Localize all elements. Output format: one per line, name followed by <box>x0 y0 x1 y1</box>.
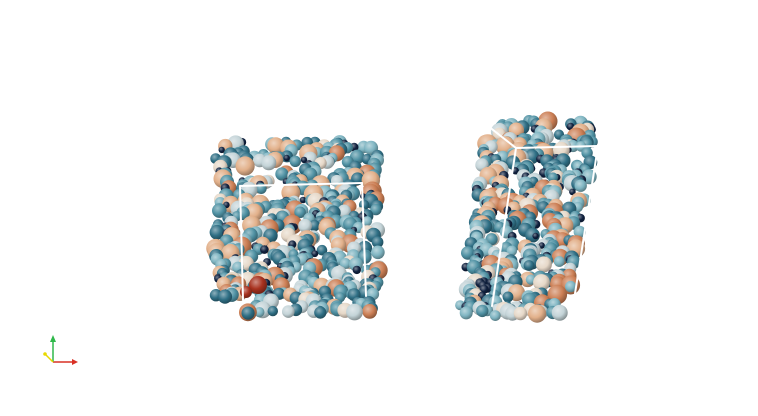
box-edge <box>487 125 517 149</box>
cube-sphere <box>289 155 301 167</box>
cube-sphere <box>362 304 378 319</box>
cube-sphere <box>235 156 255 176</box>
box-edge <box>491 147 517 307</box>
cube-sphere <box>316 244 328 256</box>
cube-sphere <box>371 236 384 248</box>
cylinder-sphere <box>569 188 576 196</box>
bounding-box-outline-left <box>239 182 367 301</box>
particle-packing-cube <box>206 135 388 322</box>
cylinder-sphere <box>535 256 552 273</box>
cylinder-sphere <box>532 232 539 240</box>
y-axis-arrowhead <box>50 335 56 342</box>
cube-sphere <box>212 203 227 218</box>
cube-sphere <box>346 303 363 321</box>
orientation-axes-widget <box>43 335 78 365</box>
cylinder-sphere <box>528 304 547 323</box>
cube-sphere <box>314 306 327 319</box>
cube-sphere <box>294 206 306 219</box>
cube-sphere <box>267 137 285 155</box>
cube-sphere <box>283 154 290 162</box>
box-edge <box>239 185 244 301</box>
cube-sphere <box>241 306 255 320</box>
cube-sphere <box>261 155 277 171</box>
cylinder-sphere <box>506 245 518 257</box>
cube-sphere <box>249 276 267 294</box>
box-edge <box>239 182 363 187</box>
cube-sphere <box>218 146 225 154</box>
cube-sphere <box>300 156 308 164</box>
cube-sphere <box>308 219 321 232</box>
cube-sphere <box>260 245 269 254</box>
cylinder-sphere <box>523 260 535 271</box>
cylinder-sphere <box>502 291 514 303</box>
cylinder-sphere <box>489 310 501 321</box>
cube-sphere <box>371 245 385 260</box>
z-axis <box>45 354 54 363</box>
cube-sphere <box>209 224 225 240</box>
cylinder-sphere <box>476 304 489 318</box>
cube-sphere <box>254 307 265 318</box>
cube-sphere <box>362 216 373 227</box>
cylinder-sphere <box>551 304 568 321</box>
cube-sphere <box>299 196 307 204</box>
cube-sphere <box>370 203 382 216</box>
cylinder-sphere <box>513 306 528 321</box>
box-edge <box>361 182 367 297</box>
cube-sphere <box>337 204 352 219</box>
particle-packing-cylinder <box>455 111 598 323</box>
cylinder-sphere <box>573 225 586 238</box>
cylinder-sphere <box>574 179 587 192</box>
bounding-box-outline-right <box>487 125 599 307</box>
z-axis-arrowhead <box>43 352 47 356</box>
cube-sphere <box>282 305 295 318</box>
cube-sphere <box>217 289 233 304</box>
cube-sphere <box>311 250 319 258</box>
cube-sphere <box>339 258 351 269</box>
cylinder-sphere <box>533 274 550 291</box>
box-edge <box>573 145 599 301</box>
cube-sphere <box>352 265 361 275</box>
cube-sphere <box>267 305 278 317</box>
cube-sphere <box>275 167 289 181</box>
cylinder-sphere <box>553 256 565 267</box>
cylinder-sphere <box>565 280 577 293</box>
x-axis-arrowhead <box>72 359 78 365</box>
box-edge <box>515 145 599 149</box>
cube-sphere <box>298 218 312 233</box>
cylinder-sphere <box>459 306 473 320</box>
